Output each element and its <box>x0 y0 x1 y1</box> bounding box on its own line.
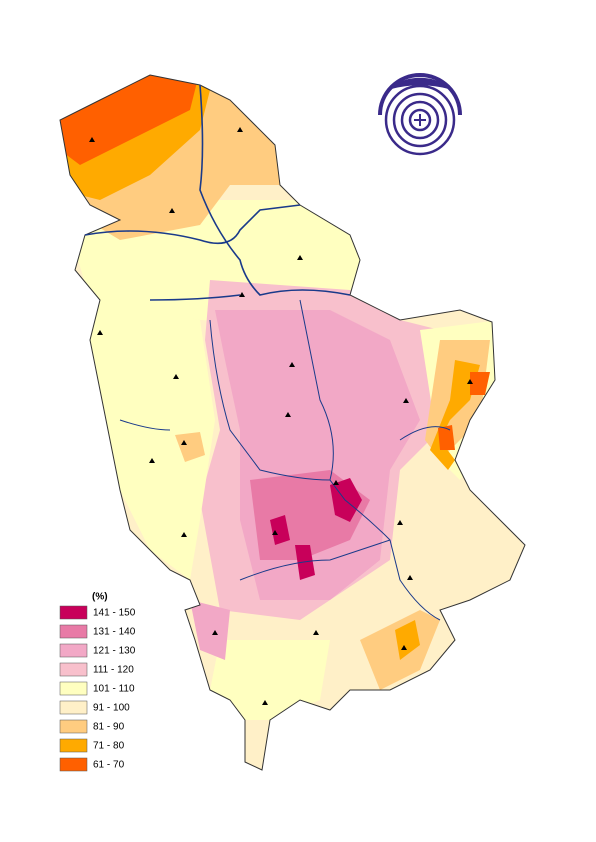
stations <box>89 127 473 705</box>
river <box>119 419 171 431</box>
station <box>297 255 303 260</box>
station <box>237 127 243 132</box>
legend-swatch <box>59 757 88 772</box>
legend-label: 61 - 70 <box>93 760 125 771</box>
river <box>84 204 301 245</box>
station <box>169 208 175 213</box>
station <box>173 374 179 379</box>
station <box>272 530 278 535</box>
legend-swatch <box>59 700 88 715</box>
river <box>399 426 451 441</box>
region <box>430 360 480 470</box>
station <box>401 645 407 650</box>
river <box>239 539 391 581</box>
legend-swatch <box>59 605 88 620</box>
region <box>175 432 205 462</box>
legend-swatch <box>59 624 88 639</box>
legend-swatch <box>59 662 88 677</box>
region <box>295 545 315 580</box>
station <box>403 398 409 403</box>
station <box>89 137 95 142</box>
station <box>97 330 103 335</box>
station <box>181 532 187 537</box>
station <box>397 520 403 525</box>
country-border <box>59 74 526 771</box>
legend-label: 121 - 130 <box>93 646 136 657</box>
legend-label: 111 - 120 <box>93 665 134 676</box>
legend-swatch <box>59 643 88 658</box>
river <box>149 294 241 301</box>
legend-label: 101 - 110 <box>93 684 135 695</box>
legend-label: 141 - 150 <box>93 608 136 619</box>
legend-label: 91 - 100 <box>93 703 130 714</box>
legend-title: (%) <box>92 592 108 603</box>
region <box>270 515 290 545</box>
river <box>199 84 351 296</box>
station <box>289 362 295 367</box>
region <box>190 600 230 660</box>
legend-label: 71 - 80 <box>93 741 125 752</box>
legend-swatch <box>59 681 88 696</box>
region <box>90 300 215 580</box>
station <box>467 379 473 384</box>
legend-label: 81 - 90 <box>93 722 125 733</box>
river <box>209 319 331 481</box>
region <box>210 640 330 720</box>
region <box>330 478 362 522</box>
legend-swatch <box>59 719 88 734</box>
legend-label: 131 - 140 <box>93 627 136 638</box>
station <box>333 480 339 485</box>
legend: 141 - 150 131 - 140 121 - 130 111 - 120 101 … <box>59 605 136 772</box>
station <box>313 630 319 635</box>
rivers <box>84 84 451 621</box>
station <box>262 700 268 705</box>
station <box>285 412 291 417</box>
station <box>181 440 187 445</box>
river <box>299 299 441 621</box>
station <box>407 575 413 580</box>
station <box>149 458 155 463</box>
logo <box>378 73 462 156</box>
legend-swatch <box>59 738 88 753</box>
region <box>470 372 490 395</box>
region <box>438 425 455 450</box>
station <box>239 292 245 297</box>
station <box>212 630 218 635</box>
